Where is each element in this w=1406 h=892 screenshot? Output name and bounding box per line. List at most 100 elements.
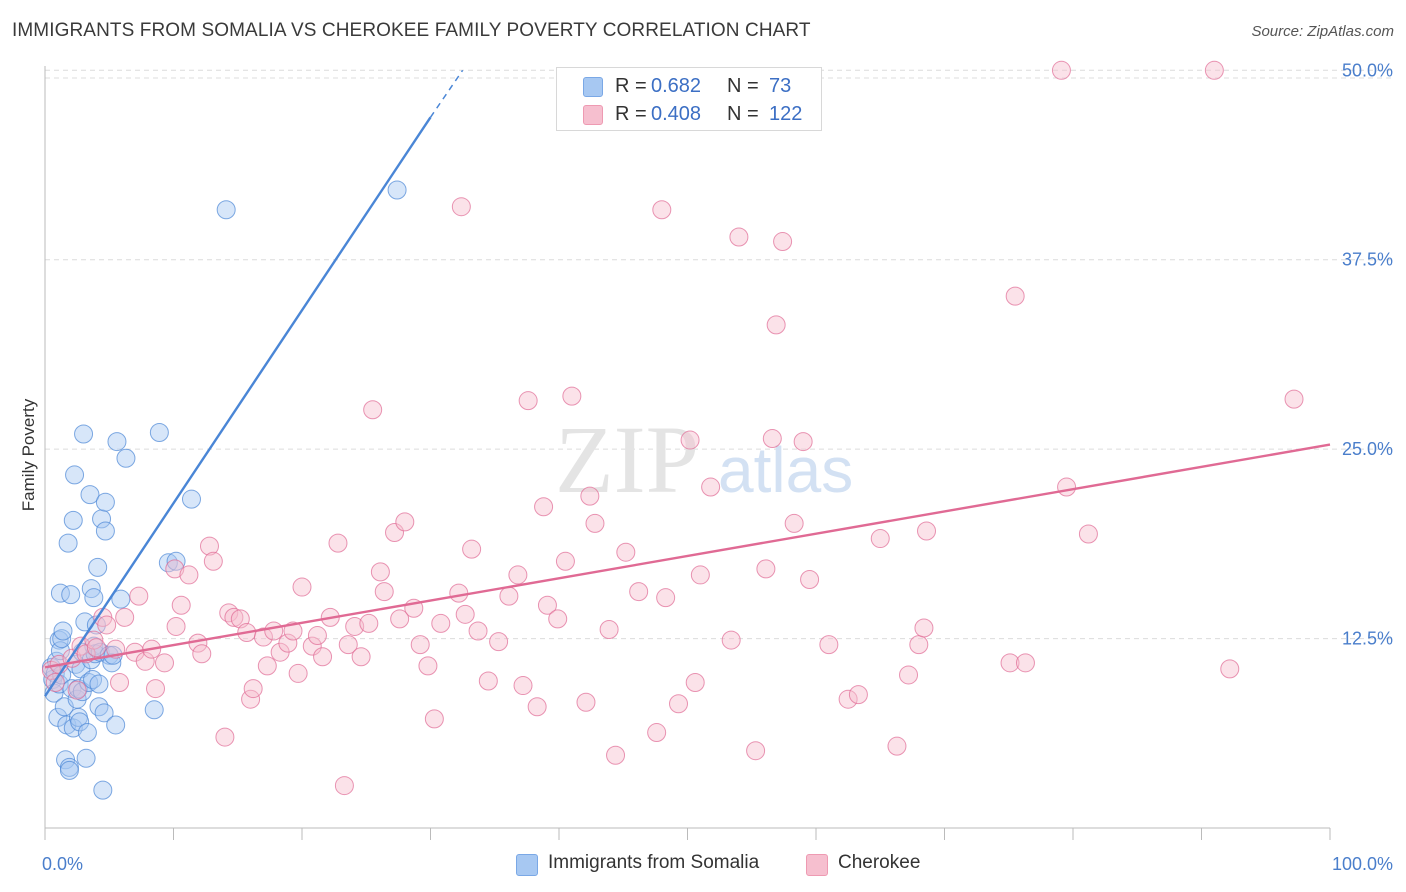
- point-somalia: [84, 588, 104, 608]
- point-somalia: [144, 700, 164, 720]
- point-somalia: [58, 533, 78, 553]
- point-cherokee: [215, 727, 235, 747]
- point-cherokee: [424, 709, 444, 729]
- point-cherokee: [451, 197, 471, 217]
- point-cherokee: [455, 604, 475, 624]
- point-cherokee: [599, 619, 619, 639]
- point-cherokee: [914, 618, 934, 638]
- point-cherokee: [555, 551, 575, 571]
- point-cherokee: [508, 565, 528, 585]
- point-somalia: [86, 615, 106, 635]
- legend-swatch-somalia: [516, 854, 538, 876]
- trend-extension-somalia: [429, 69, 464, 118]
- r-label: R =: [615, 103, 647, 125]
- point-cherokee: [328, 533, 348, 553]
- point-cherokee: [224, 607, 244, 627]
- somalia-swatch: [583, 77, 603, 97]
- point-somalia: [89, 674, 109, 694]
- point-cherokee: [647, 723, 667, 743]
- point-cherokee: [179, 565, 199, 585]
- point-cherokee: [652, 200, 672, 220]
- y-tick-label: 25.0%: [1342, 439, 1393, 459]
- point-cherokee: [110, 673, 130, 693]
- n-value: 73: [769, 75, 792, 97]
- n-value: 122: [769, 103, 803, 125]
- point-somalia: [93, 780, 113, 800]
- point-somalia: [50, 583, 70, 603]
- point-cherokee: [449, 583, 469, 603]
- point-cherokee: [462, 539, 482, 559]
- point-cherokee: [899, 665, 919, 685]
- point-cherokee: [171, 595, 191, 615]
- points-layer: [41, 60, 1304, 800]
- point-cherokee: [1220, 659, 1240, 679]
- stats-row-cherokee: R = 0.408 N = 122: [557, 100, 821, 128]
- watermark: ZIP atlas: [555, 406, 853, 513]
- point-cherokee: [385, 523, 405, 542]
- point-cherokee: [135, 651, 155, 671]
- point-cherokee: [478, 671, 498, 691]
- point-cherokee: [363, 400, 383, 420]
- point-cherokee: [345, 616, 365, 636]
- point-cherokee: [351, 647, 371, 667]
- point-cherokee: [848, 685, 868, 705]
- point-cherokee: [283, 621, 303, 641]
- trend-line-cherokee: [44, 443, 1331, 669]
- point-somalia: [65, 465, 85, 485]
- point-cherokee: [527, 697, 547, 717]
- point-cherokee: [1015, 653, 1035, 673]
- r-value: 0.408: [651, 103, 702, 125]
- point-cherokee: [616, 542, 636, 562]
- point-somalia: [79, 673, 99, 693]
- point-cherokee: [1005, 286, 1025, 306]
- point-somalia: [74, 424, 94, 444]
- point-cherokee: [166, 616, 186, 636]
- y-tick-label: 12.5%: [1342, 629, 1393, 649]
- point-cherokee: [410, 635, 430, 655]
- point-cherokee: [917, 521, 937, 541]
- point-cherokee: [253, 627, 273, 647]
- point-cherokee: [374, 582, 394, 602]
- point-somalia: [88, 557, 108, 577]
- legend-label-cherokee: Cherokee: [838, 852, 921, 873]
- point-cherokee: [146, 679, 166, 699]
- legend-swatch-cherokee: [806, 854, 828, 876]
- point-cherokee: [729, 227, 749, 247]
- point-cherokee: [418, 656, 438, 676]
- point-cherokee: [534, 497, 554, 517]
- chart-title: IMMIGRANTS FROM SOMALIA VS CHEROKEE FAMI…: [12, 20, 811, 41]
- point-cherokee: [1284, 389, 1304, 409]
- point-cherokee: [302, 636, 322, 656]
- point-somalia: [95, 521, 115, 541]
- n-label: N =: [727, 75, 759, 97]
- point-cherokee: [489, 632, 509, 652]
- point-somalia: [95, 492, 115, 512]
- point-cherokee: [721, 630, 741, 650]
- cherokee-swatch: [583, 105, 603, 125]
- point-somalia: [52, 629, 72, 649]
- point-cherokee: [395, 512, 415, 532]
- stats-row-somalia: R = 0.682 N = 73: [557, 72, 821, 100]
- r-label: R =: [615, 75, 647, 97]
- point-cherokee: [264, 621, 284, 641]
- point-cherokee: [819, 635, 839, 655]
- watermark-atlas: atlas: [718, 434, 853, 506]
- point-cherokee: [784, 513, 804, 533]
- point-cherokee: [580, 486, 600, 506]
- point-cherokee: [313, 647, 333, 667]
- point-somalia: [70, 712, 90, 732]
- point-cherokee: [1078, 524, 1098, 544]
- point-cherokee: [669, 694, 689, 714]
- axes: [44, 66, 1331, 840]
- point-somalia: [77, 723, 97, 743]
- x-tick-label: 0.0%: [42, 854, 83, 874]
- tick-labels: 12.5% 25.0% 37.5% 50.0% 0.0% 100.0%: [42, 60, 1393, 874]
- point-cherokee: [192, 644, 212, 664]
- point-somalia: [94, 703, 114, 723]
- point-cherokee: [359, 613, 379, 633]
- legend: Immigrants from Somalia Cherokee: [0, 852, 1406, 878]
- point-cherokee: [86, 638, 106, 658]
- point-somalia: [50, 641, 70, 661]
- point-cherokee: [576, 692, 596, 712]
